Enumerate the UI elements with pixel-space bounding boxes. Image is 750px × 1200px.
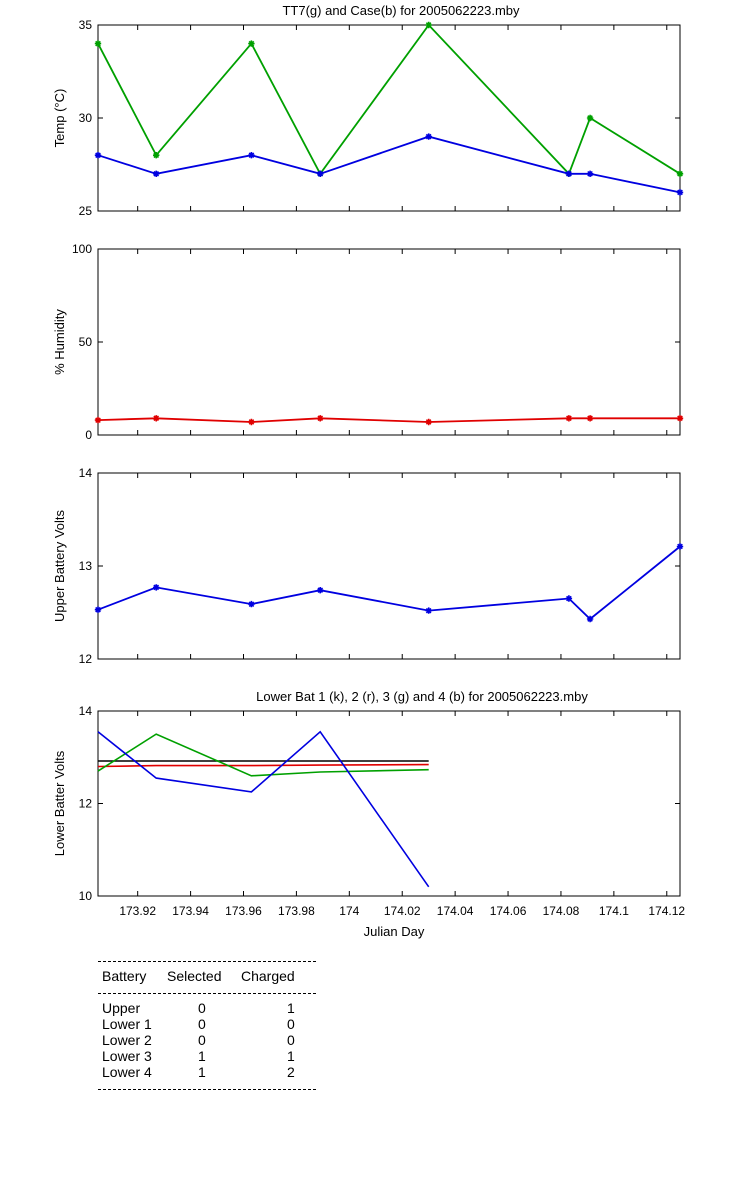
x-tick-label: 173.96 [225, 904, 262, 918]
row-name: Lower 3 [102, 1048, 152, 1064]
row-selected: 1 [198, 1048, 206, 1064]
row-selected: 1 [198, 1064, 206, 1080]
data-point [317, 415, 324, 422]
data-point [586, 170, 594, 177]
y-axis-label: % Humidity [52, 309, 67, 375]
x-tick-label: 174.06 [490, 904, 527, 918]
y-tick-label: 12 [79, 797, 93, 811]
data-point [153, 415, 160, 422]
y-tick-label: 14 [79, 704, 93, 718]
series-line-1 [97, 417, 680, 423]
chart-panel-4: 173.92 173.94 173.96 173.98 174 174.02 174.04 1… [52, 689, 685, 939]
row-charged: 1 [287, 1048, 295, 1064]
y-tick-label: 0 [85, 428, 92, 442]
x-tick-label: 173.92 [119, 904, 156, 918]
row-charged: 2 [287, 1064, 295, 1080]
table-rule-top [98, 961, 316, 962]
data-point [94, 606, 102, 613]
row-name: Lower 2 [102, 1032, 152, 1048]
data-point [425, 418, 432, 426]
data-point [586, 615, 594, 623]
y-axis-label: Lower Batter Volts [52, 750, 67, 856]
row-charged: 0 [287, 1016, 295, 1032]
data-point [586, 415, 594, 422]
series-line-3 [97, 733, 429, 777]
row-selected: 0 [198, 1016, 206, 1032]
y-tick-label: 12 [79, 652, 93, 666]
table-rule-bottom [98, 1089, 316, 1090]
data-point [317, 587, 324, 594]
data-point [425, 607, 432, 614]
row-name: Lower 4 [102, 1064, 152, 1080]
data-point [676, 543, 684, 550]
chart-panel-1: 25 30 35 TT7(g) and Case(b) for 2005062223.… [52, 3, 684, 218]
x-tick-label: 174.02 [384, 904, 421, 918]
header-charged: Charged [241, 968, 295, 984]
row-name: Upper [102, 1000, 141, 1016]
data-point [153, 584, 160, 591]
data-point [586, 114, 594, 122]
x-tick-label: 174.04 [437, 904, 474, 918]
y-tick-label: 100 [72, 242, 92, 256]
charts: 25 30 35 TT7(g) and Case(b) for 2005062223.… [52, 3, 685, 939]
y-tick-label: 14 [79, 466, 93, 480]
y-axis-label: Temp (°C) [52, 89, 67, 148]
series-line-1 [97, 23, 681, 176]
y-tick-label: 10 [79, 889, 93, 903]
data-point [317, 170, 324, 177]
y-tick-label: 25 [79, 204, 93, 218]
chart-panel-3: 12 13 14 Upper Battery Volts [52, 466, 684, 666]
data-point [94, 152, 102, 159]
data-point [565, 415, 573, 422]
y-axis-label: Upper Battery Volts [52, 510, 67, 622]
x-tick-label: 174.1 [599, 904, 629, 918]
header-selected: Selected [167, 968, 222, 984]
row-selected: 0 [198, 1032, 206, 1048]
row-selected: 0 [198, 1000, 206, 1016]
row-name: Lower 1 [102, 1016, 152, 1032]
data-point [676, 170, 684, 177]
row-charged: 1 [287, 1000, 295, 1016]
data-point [425, 21, 432, 29]
data-point [248, 418, 255, 426]
data-point [153, 170, 160, 177]
series-line-2 [97, 763, 429, 768]
chart-title: TT7(g) and Case(b) for 2005062223.mby [282, 3, 520, 18]
data-point [676, 415, 684, 422]
header-battery: Battery [102, 968, 147, 984]
row-charged: 0 [287, 1032, 295, 1048]
chart-panel-2: 0 50 100 % Humidity [52, 242, 684, 442]
x-tick-label: 174.12 [648, 904, 685, 918]
data-point [425, 133, 432, 140]
data-point [94, 40, 102, 47]
y-tick-label: 35 [79, 18, 93, 32]
table-rule-mid [98, 993, 316, 994]
x-axis-label: Julian Day [364, 924, 425, 939]
y-tick-label: 50 [79, 335, 93, 349]
x-tick-label: 174.08 [543, 904, 580, 918]
data-point [565, 170, 573, 177]
data-point [153, 152, 160, 159]
series-line-2 [97, 135, 681, 194]
x-tick-label: 173.98 [278, 904, 315, 918]
data-point [94, 416, 102, 424]
x-tick-label: 173.94 [172, 904, 209, 918]
data-point [565, 595, 573, 602]
y-tick-label: 13 [79, 559, 93, 573]
x-tick-label: 174 [339, 904, 359, 918]
series-line-1 [97, 545, 681, 621]
data-point [248, 152, 255, 159]
data-point [676, 189, 684, 196]
data-point [248, 600, 255, 608]
data-point [248, 40, 255, 47]
y-tick-label: 30 [79, 111, 93, 125]
series-line-4 [97, 730, 430, 888]
chart-title: Lower Bat 1 (k), 2 (r), 3 (g) and 4 (b) … [256, 689, 588, 704]
